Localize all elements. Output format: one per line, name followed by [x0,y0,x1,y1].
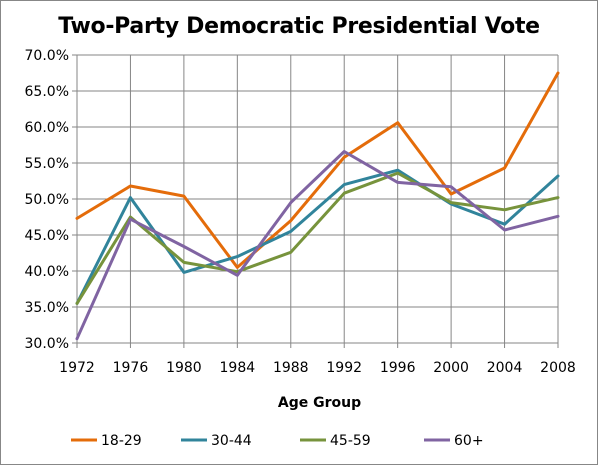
legend-label: 30-44 [211,433,252,449]
x-tick-label: 1980 [166,360,202,376]
x-tick-label: 2008 [540,360,576,376]
chart-title: Two-Party Democratic Presidential Vote [58,14,540,39]
x-axis-label: Age Group [278,395,361,411]
y-tick-label: 65.0% [25,84,69,100]
y-tick-label: 50.0% [25,192,69,208]
legend-label: 45-59 [330,433,371,449]
x-tick-label: 1996 [380,360,416,376]
x-tick-label: 1984 [220,360,256,376]
y-tick-label: 70.0% [25,48,69,64]
x-tick-label: 2000 [433,360,469,376]
x-tick-label: 1992 [326,360,362,376]
series-line-18-29 [75,71,560,269]
series-line-30-44 [75,168,560,305]
x-tick-label: 1972 [59,360,95,376]
x-tick-label: 1988 [273,360,309,376]
y-tick-label: 45.0% [25,228,69,244]
y-tick-label: 55.0% [25,156,69,172]
y-tick-label: 30.0% [25,336,69,352]
legend-label: 18-29 [101,433,142,449]
y-tick-label: 60.0% [25,120,69,136]
x-tick-label: 1976 [113,360,149,376]
series-line-60- [75,150,560,341]
legend-label: 60+ [454,433,484,449]
x-tick-label: 2004 [487,360,523,376]
y-tick-label: 35.0% [25,300,69,316]
y-tick-label: 40.0% [25,264,69,280]
series-line-45-59 [75,171,560,305]
